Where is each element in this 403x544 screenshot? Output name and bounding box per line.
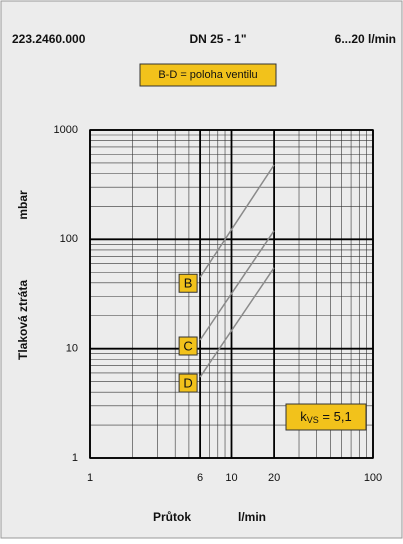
x-tick-label: 20: [268, 472, 280, 484]
y-tick-label: 100: [60, 233, 78, 245]
series-label: B: [184, 276, 193, 291]
note-box: [139, 63, 277, 87]
annotation-k: k: [300, 409, 307, 424]
y-tick-label: 1: [72, 452, 78, 464]
note: B-D = poloha ventilu: [158, 69, 257, 81]
series-label: C: [183, 338, 192, 353]
header-dn: DN 25 - 1": [189, 32, 246, 46]
series-label-box: [178, 273, 198, 293]
series-line: [199, 267, 275, 378]
series-label-box: [178, 373, 198, 393]
series-line: [199, 164, 275, 278]
x-unit: l/min: [238, 510, 266, 524]
annotation-sub: VS: [307, 415, 319, 425]
plot-border: [89, 129, 374, 459]
y-label: Tlaková ztráta: [16, 280, 30, 360]
x-tick-label: 100: [364, 472, 382, 484]
y-tick-label: 10: [66, 343, 78, 355]
header-code: 223.2460.000: [12, 32, 86, 46]
header-flow: 6...20 l/min: [335, 32, 396, 46]
annotation: kVS = 5,1: [300, 409, 351, 425]
annotation-value: = 5,1: [319, 409, 352, 424]
series-label-box: [178, 336, 198, 356]
annotation-box: [285, 403, 367, 431]
series-line: [199, 230, 275, 341]
x-tick-label: 6: [197, 472, 203, 484]
x-label: Průtok: [153, 510, 191, 524]
y-unit: mbar: [16, 190, 30, 220]
x-tick-label: 1: [87, 472, 93, 484]
x-tick-label: 10: [225, 472, 237, 484]
series-label: D: [183, 375, 192, 390]
y-tick-label: 1000: [54, 124, 78, 136]
